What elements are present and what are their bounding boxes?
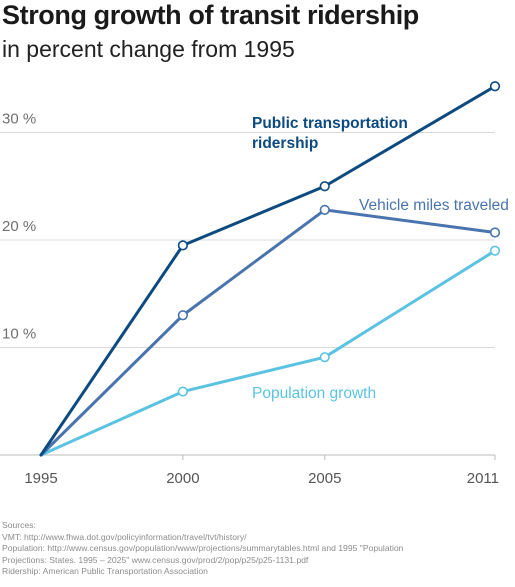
sources-note: Sources: VMT: http://www.fhwa.dot.gov/po… — [2, 520, 512, 578]
data-point — [319, 181, 330, 192]
x-tick-label: 2000 — [166, 470, 199, 487]
data-point — [177, 240, 188, 251]
x-tick-label: 1995 — [24, 470, 57, 487]
series-label: Population growth — [252, 385, 376, 402]
data-point — [319, 204, 330, 215]
series-label: Vehicle miles traveled — [359, 197, 509, 214]
data-point — [177, 310, 188, 321]
sources-line: Ridership: American Public Transportatio… — [2, 566, 208, 577]
series-label: Public transportation ridership — [252, 115, 408, 152]
y-tick-label: 10 % — [2, 326, 36, 343]
sources-line: Population: http://www.census.gov/popula… — [2, 543, 404, 554]
sources-line: Sources: — [2, 520, 36, 530]
series-line — [39, 208, 497, 457]
x-tick-label: 2005 — [308, 470, 341, 487]
sources-line: VMT: http://www.fhwa.dot.gov/policyinfor… — [2, 531, 247, 542]
data-point — [489, 245, 501, 256]
data-point — [177, 386, 188, 397]
series-line — [39, 84, 497, 457]
chart-subtitle: in percent change from 1995 — [2, 36, 295, 62]
series-line — [39, 249, 497, 457]
y-tick-label: 20 % — [2, 218, 36, 235]
data-point — [489, 81, 501, 92]
chart-title: Strong growth of transit ridership — [2, 0, 419, 30]
x-tick-label: 2011 — [467, 470, 499, 487]
sources-line: Projections: States. 1995 – 2025" www.ce… — [2, 554, 309, 565]
data-point — [319, 352, 330, 363]
data-point — [489, 227, 501, 238]
y-tick-label: 30 % — [2, 111, 36, 128]
